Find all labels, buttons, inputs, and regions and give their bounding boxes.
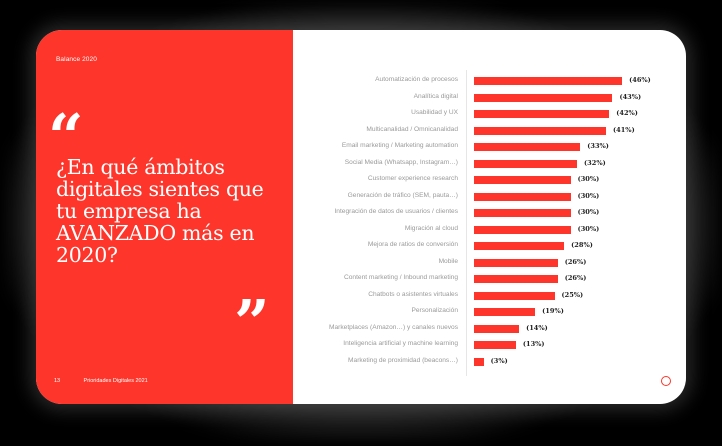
- data-bar: [474, 77, 623, 85]
- data-bar: [474, 110, 610, 118]
- section-kicker: Balance 2020: [56, 56, 97, 63]
- data-bar: [474, 357, 484, 366]
- value-label: (30%): [577, 191, 600, 200]
- category-label: Personalización: [411, 307, 458, 314]
- value-label: (42%): [616, 109, 638, 117]
- value-label: (32%): [584, 158, 606, 167]
- category-label: Generación de tráfico (SEM, pauta…): [347, 191, 458, 199]
- category-label: Migración al cloud: [404, 224, 458, 232]
- question-panel: Balance 2020 “ ¿En qué ámbitos digitales…: [36, 30, 293, 404]
- category-label: Content marketing / Inbound marketing: [344, 274, 458, 281]
- page-footer: 13 Prioridades Digitales 2021: [54, 378, 148, 384]
- chart-row: Marketing de proximidad (beacons…) (3%): [293, 356, 686, 372]
- value-label: (25%): [561, 290, 584, 299]
- chart-row: Analítica digital (43%): [293, 92, 686, 108]
- close-quote-icon: ”: [234, 286, 270, 359]
- category-label: Multicanalidad / Omnicanalidad: [366, 125, 458, 133]
- category-label: Mobile: [438, 257, 458, 265]
- category-label: Analítica digital: [413, 92, 458, 100]
- data-bar: [474, 93, 613, 102]
- value-label: (13%): [522, 340, 545, 348]
- category-label: Integración de datos de usuarios / clien…: [334, 208, 458, 215]
- category-label: Marketplaces (Amazon…) y canales nuevos: [329, 323, 458, 331]
- data-bar: [474, 192, 571, 201]
- category-label: Email marketing / Marketing automation: [341, 142, 458, 149]
- category-label: Customer experience research: [367, 175, 458, 182]
- data-bar: [474, 341, 516, 349]
- value-label: (30%): [577, 224, 600, 233]
- page-number: 13: [54, 378, 61, 384]
- chart-row: Generación de tráfico (SEM, pauta…) (30%): [293, 191, 686, 207]
- data-bar: [474, 143, 581, 151]
- value-label: (46%): [629, 76, 651, 84]
- value-label: (28%): [571, 241, 593, 249]
- chart-row: Usabilidad y UX (42%): [293, 108, 686, 124]
- value-label: (3%): [490, 356, 508, 365]
- data-bar: [474, 308, 536, 316]
- chart-row: Chatbots o asistentes virtuales (25%): [293, 290, 686, 306]
- chart-row: Multicanalidad / Omnicanalidad (41%): [293, 125, 686, 141]
- open-quote-icon: “: [48, 100, 84, 173]
- data-bar: [474, 126, 607, 135]
- category-label: Automatización de procesos: [375, 76, 458, 83]
- circle-marker-icon: [661, 376, 671, 386]
- chart-panel: Automatización de procesos (46%) Analítica…: [293, 30, 686, 404]
- data-bar: [474, 291, 555, 300]
- value-label: (30%): [577, 175, 600, 183]
- category-label: Usabilidad y UX: [411, 109, 458, 116]
- category-label: Social Media (Whatsapp, Instagram…): [344, 158, 458, 166]
- page-title: ¿En qué ámbitos digitales sientes que tu…: [56, 155, 264, 267]
- value-label: (14%): [526, 323, 548, 332]
- report-page-card: Balance 2020 “ ¿En qué ámbitos digitales…: [36, 30, 686, 404]
- chart-row: Mobile (26%): [293, 257, 686, 273]
- chart-axis-line: [466, 70, 467, 376]
- chart-row: Email marketing / Marketing automation (3…: [293, 141, 686, 157]
- value-label: (19%): [542, 307, 564, 315]
- value-label: (41%): [613, 125, 635, 134]
- data-bar: [474, 275, 558, 283]
- data-bar: [474, 242, 565, 250]
- publication-name: Prioridades Digitales 2021: [83, 378, 148, 384]
- chart-row: Marketplaces (Amazon…) y canales nuevos (…: [293, 323, 686, 339]
- data-bar: [474, 209, 571, 217]
- data-bar: [474, 324, 520, 333]
- value-label: (26%): [564, 274, 587, 282]
- chart-row: Customer experience research (30%): [293, 174, 686, 190]
- category-label: Marketing de proximidad (beacons…): [348, 356, 458, 364]
- chart-row: Automatización de procesos (46%): [293, 75, 686, 91]
- data-bar: [474, 258, 558, 267]
- value-label: (43%): [619, 92, 642, 101]
- value-label: (26%): [564, 257, 587, 266]
- data-bar: [474, 159, 578, 168]
- value-label: (30%): [577, 208, 600, 216]
- chart-row: Integración de datos de usuarios / clien…: [293, 207, 686, 223]
- category-label: Chatbots o asistentes virtuales: [368, 290, 458, 298]
- chart-row: Inteligencia artificial y machine learni…: [293, 339, 686, 355]
- category-label: Mejora de ratios de conversión: [367, 241, 458, 248]
- chart-row: Mejora de ratios de conversión (28%): [293, 240, 686, 256]
- chart-row: Migración al cloud (30%): [293, 224, 686, 240]
- chart-row: Personalización (19%): [293, 306, 686, 322]
- chart-row: Social Media (Whatsapp, Instagram…) (32%): [293, 158, 686, 174]
- chart-row: Content marketing / Inbound marketing (26…: [293, 273, 686, 289]
- data-bar: [474, 176, 571, 184]
- category-label: Inteligencia artificial y machine learni…: [343, 340, 458, 347]
- data-bar: [474, 225, 571, 234]
- value-label: (33%): [587, 142, 609, 150]
